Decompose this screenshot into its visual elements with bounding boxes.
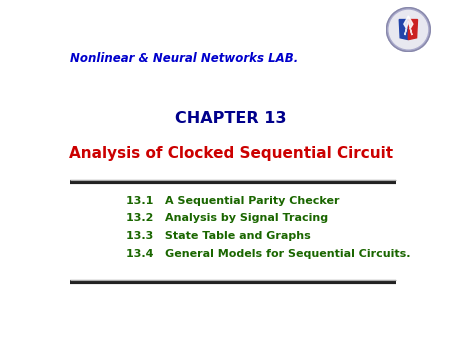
Polygon shape <box>409 20 418 40</box>
Text: 13.4   General Models for Sequential Circuits.: 13.4 General Models for Sequential Circu… <box>126 249 410 259</box>
Polygon shape <box>404 16 413 35</box>
Circle shape <box>389 10 428 49</box>
Text: CHAPTER 13: CHAPTER 13 <box>175 111 286 126</box>
Text: Nonlinear & Neural Networks LAB.: Nonlinear & Neural Networks LAB. <box>70 52 298 65</box>
Text: Analysis of Clocked Sequential Circuit: Analysis of Clocked Sequential Circuit <box>68 146 393 161</box>
Text: 13.2   Analysis by Signal Tracing: 13.2 Analysis by Signal Tracing <box>126 213 328 223</box>
Text: 13.3   State Table and Graphs: 13.3 State Table and Graphs <box>126 231 311 241</box>
Text: 13.1   A Sequential Parity Checker: 13.1 A Sequential Parity Checker <box>126 196 339 206</box>
Polygon shape <box>399 20 409 40</box>
Circle shape <box>387 8 430 51</box>
